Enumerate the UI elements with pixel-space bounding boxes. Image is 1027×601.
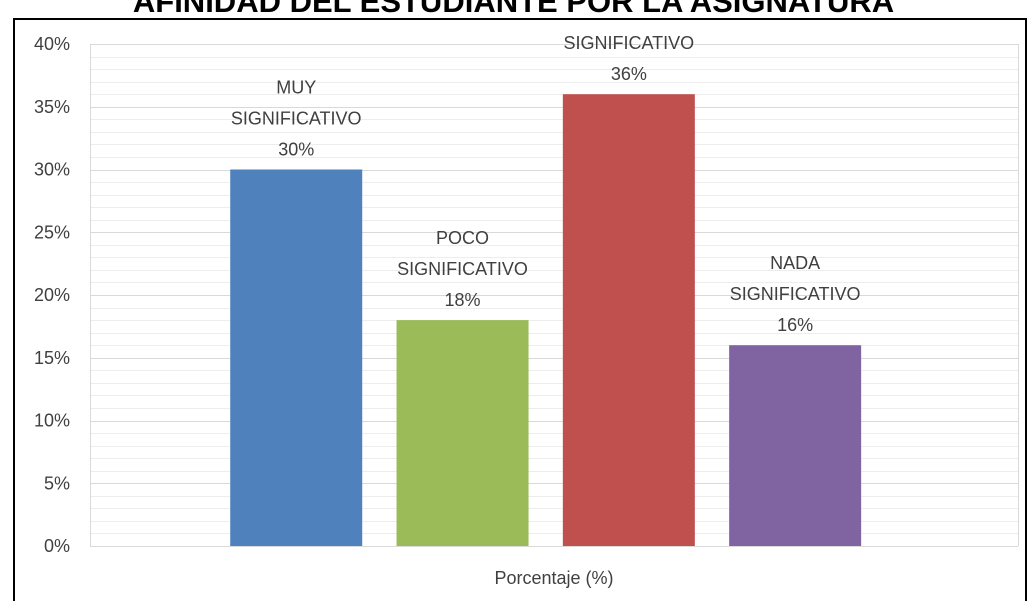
bar <box>729 345 862 546</box>
x-axis-label: Porcentaje (%) <box>494 568 613 588</box>
bar <box>562 94 695 546</box>
y-tick-label: 30% <box>34 160 70 180</box>
bar-category-label: SIGNIFICATIVO <box>563 33 694 53</box>
bar-category-label: POCO <box>436 228 489 248</box>
bar <box>230 169 363 546</box>
bar <box>396 320 529 546</box>
chart-title: AFINIDAD DEL ESTUDIANTE POR LA ASIGNATUR… <box>132 0 895 19</box>
bar-category-label: NADA <box>770 253 820 273</box>
y-tick-label: 40% <box>34 34 70 54</box>
bar-value-label: 30% <box>278 140 314 160</box>
bar-value-label: 16% <box>777 315 813 335</box>
bar-labels: MUY SIGNIFICATIVO 30% POCO SIGNIFICATIVO 18% S… <box>231 33 861 335</box>
y-tick-label: 35% <box>34 97 70 117</box>
y-axis-ticks: 0% 5% 10% 15% 20% 25% 30% 35% 40% <box>34 34 70 556</box>
bars <box>230 94 862 546</box>
y-tick-label: 0% <box>44 536 70 556</box>
bar-value-label: 36% <box>611 64 647 84</box>
y-tick-label: 25% <box>34 222 70 242</box>
bar-category-label: SIGNIFICATIVO <box>730 284 861 304</box>
y-tick-label: 15% <box>34 348 70 368</box>
y-tick-label: 5% <box>44 473 70 493</box>
y-tick-label: 10% <box>34 411 70 431</box>
y-tick-label: 20% <box>34 285 70 305</box>
bar-category-label: SIGNIFICATIVO <box>231 109 362 129</box>
bar-value-label: 18% <box>445 290 481 310</box>
bar-category-label: MUY <box>276 78 316 98</box>
bar-category-label: SIGNIFICATIVO <box>397 259 528 279</box>
